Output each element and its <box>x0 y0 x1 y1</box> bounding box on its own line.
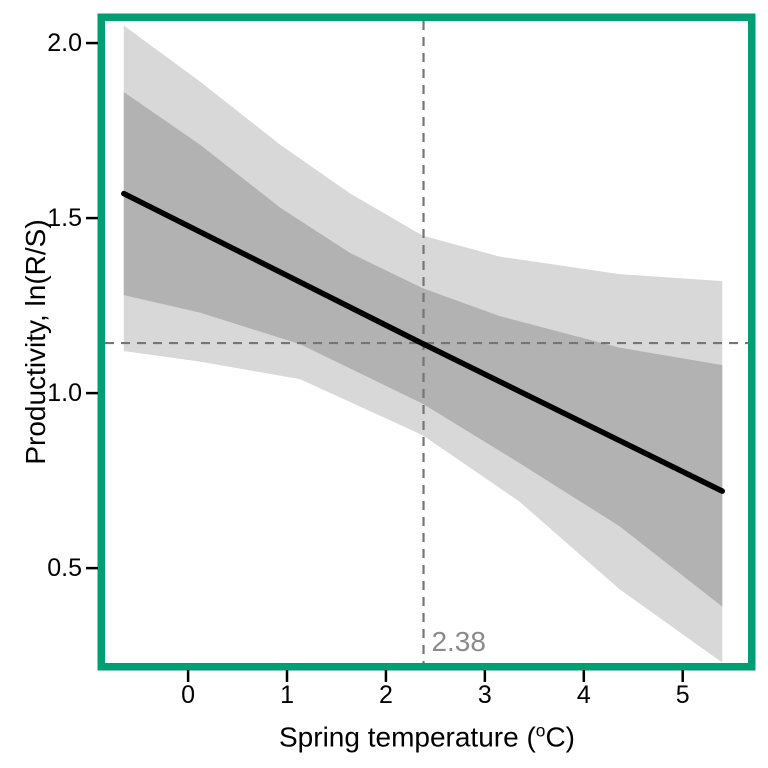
y-tick-label: 0.5 <box>47 554 82 582</box>
x-axis-title-suffix: C) <box>545 721 575 753</box>
vline-value-label: 2.38 <box>431 626 486 657</box>
panel-border <box>97 13 756 671</box>
x-tick-label: 3 <box>478 681 492 709</box>
y-axis-title: Productivity, ln(R/S) <box>20 219 51 465</box>
axis-ticks <box>86 41 684 682</box>
regression-line-group <box>121 190 726 494</box>
x-tick-label: 2 <box>379 681 393 709</box>
y-tick-labels: 0.5 1.0 1.5 2.0 <box>47 29 82 582</box>
x-axis-title-prefix: Spring temperature ( <box>279 721 536 753</box>
x-tick-label: 0 <box>181 681 195 709</box>
x-tick-label: 1 <box>280 681 294 709</box>
x-axis-title: Spring temperature (oC) <box>279 720 575 753</box>
y-tick-label: 2.0 <box>47 29 82 57</box>
x-tick-labels: 0 1 2 3 4 5 <box>181 681 690 709</box>
x-axis-title-degree-sup: o <box>535 720 546 741</box>
y-tick-label: 1.5 <box>47 204 82 232</box>
regression-line <box>121 190 726 494</box>
x-tick-label: 4 <box>577 681 591 709</box>
x-tick-label: 5 <box>676 681 690 709</box>
y-tick-label: 1.0 <box>47 379 82 407</box>
